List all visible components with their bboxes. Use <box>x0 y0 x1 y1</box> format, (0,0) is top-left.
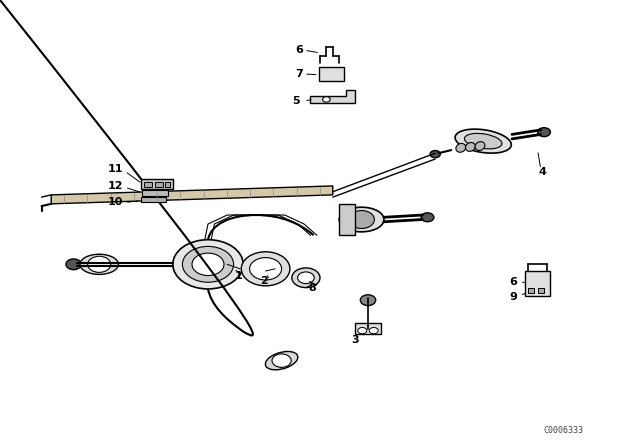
Bar <box>144 182 152 187</box>
Bar <box>525 271 550 296</box>
Circle shape <box>298 272 314 284</box>
Ellipse shape <box>465 142 476 151</box>
Circle shape <box>538 128 550 137</box>
Text: C0006333: C0006333 <box>543 426 583 435</box>
Circle shape <box>421 213 434 222</box>
Circle shape <box>272 354 291 367</box>
Bar <box>141 179 173 189</box>
Circle shape <box>241 252 290 286</box>
Circle shape <box>369 327 378 334</box>
Circle shape <box>66 259 81 270</box>
Text: 12: 12 <box>108 181 123 191</box>
Text: 4: 4 <box>539 167 547 177</box>
Bar <box>155 182 163 187</box>
Ellipse shape <box>266 352 298 370</box>
Circle shape <box>360 295 376 306</box>
Bar <box>319 67 344 81</box>
Bar <box>339 204 355 235</box>
Ellipse shape <box>455 129 511 153</box>
Text: 1: 1 <box>234 271 242 280</box>
Text: 11: 11 <box>108 164 123 174</box>
PathPatch shape <box>310 90 355 103</box>
PathPatch shape <box>51 186 333 204</box>
Text: 3: 3 <box>351 335 359 345</box>
Circle shape <box>192 253 224 276</box>
Circle shape <box>323 97 330 102</box>
Text: 9: 9 <box>509 292 517 302</box>
Circle shape <box>292 268 320 288</box>
Circle shape <box>173 240 243 289</box>
Text: 7: 7 <box>296 69 303 79</box>
Circle shape <box>88 256 111 272</box>
Text: 10: 10 <box>108 198 123 207</box>
Text: 2: 2 <box>260 276 268 286</box>
Bar <box>528 288 534 293</box>
Circle shape <box>358 327 367 334</box>
Ellipse shape <box>456 143 466 152</box>
Circle shape <box>182 246 234 282</box>
Bar <box>538 288 544 293</box>
Ellipse shape <box>80 254 118 274</box>
Text: 8: 8 <box>308 283 316 293</box>
Text: 6: 6 <box>509 277 517 287</box>
Bar <box>142 190 168 196</box>
Bar <box>355 323 381 334</box>
Circle shape <box>349 211 374 228</box>
Bar <box>165 182 170 187</box>
Ellipse shape <box>465 134 502 149</box>
Ellipse shape <box>339 207 384 232</box>
Bar <box>141 197 166 202</box>
Text: 5: 5 <box>292 96 300 106</box>
Text: 6: 6 <box>296 45 303 55</box>
Circle shape <box>250 258 282 280</box>
Circle shape <box>430 151 440 158</box>
Ellipse shape <box>475 142 485 151</box>
